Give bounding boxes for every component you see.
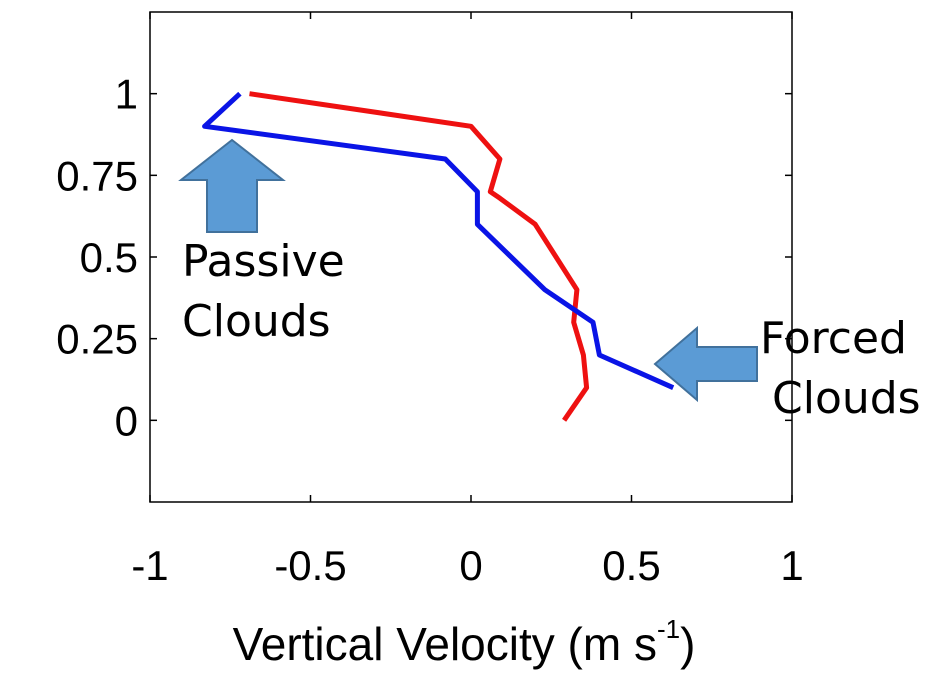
x-tick-label: -1 [131,542,168,589]
axis-ticks [149,12,793,502]
passive-clouds-arrow [178,138,286,233]
x-axis-title-superscript: -1 [657,614,680,644]
passive-clouds-label-line1: Passive [182,236,345,287]
x-axis-title: Vertical Velocity (m s-1) [233,614,696,670]
y-tick-label: 1 [115,71,138,118]
passive-clouds-label-line2: Clouds [182,296,331,347]
y-tick-label: 0 [115,397,138,444]
forced-clouds-arrow [653,325,758,403]
forced-clouds-label-line1: Forced [760,313,907,364]
x-axis-title-suffix: ) [680,618,695,670]
series-line-2 [202,91,675,390]
x-tick-label: 1 [780,542,803,589]
forced-clouds-label-line2: Clouds [772,373,921,424]
y-tick-labels: 0 0.25 0.5 0.75 1 [56,71,138,445]
x-tick-labels: -1 -0.5 0 0.5 1 [131,542,803,589]
x-tick-label: -0.5 [274,542,346,589]
series-line-1 [249,91,590,422]
y-tick-label: 0.75 [56,152,138,199]
y-tick-label: 0.25 [56,316,138,363]
x-axis-title-main: Vertical Velocity (m s [233,618,657,670]
x-tick-label: 0.5 [602,542,660,589]
x-tick-label: 0 [459,542,482,589]
series-lines [202,91,675,422]
y-tick-label: 0.5 [80,234,138,281]
